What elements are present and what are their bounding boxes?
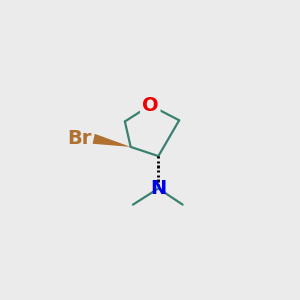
Text: Br: Br [67,129,92,148]
Polygon shape [93,134,131,147]
Text: O: O [142,96,159,115]
Text: N: N [150,179,167,198]
